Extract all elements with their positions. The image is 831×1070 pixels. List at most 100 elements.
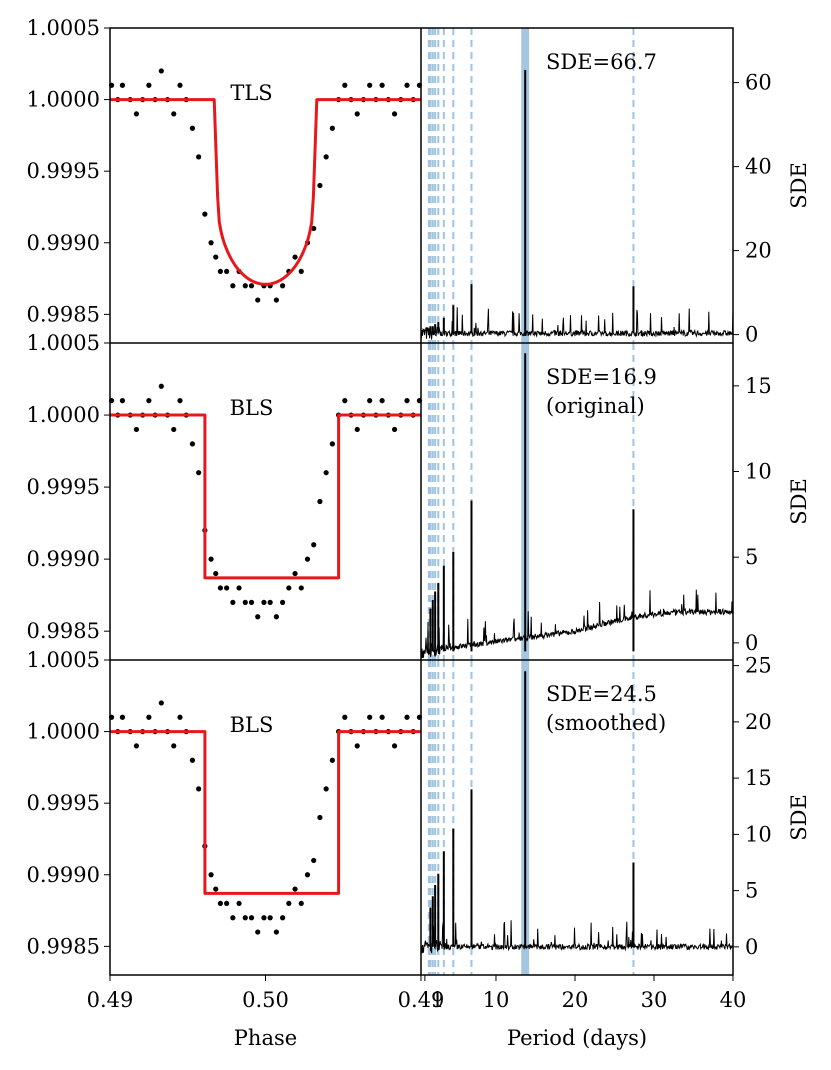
data-point xyxy=(391,111,398,117)
data-point xyxy=(133,426,140,433)
data-point xyxy=(255,297,261,303)
data-point xyxy=(146,714,152,720)
data-point xyxy=(236,585,242,591)
data-point xyxy=(317,498,323,505)
data-point xyxy=(280,283,286,289)
x-tick-label: 40 xyxy=(720,988,747,1012)
data-point xyxy=(177,398,183,404)
y-tick-label: 5 xyxy=(745,879,758,903)
data-point xyxy=(230,915,236,921)
y-tick-label: 15 xyxy=(745,374,772,398)
data-point xyxy=(242,599,248,605)
data-point xyxy=(292,886,298,892)
data-point xyxy=(304,556,311,562)
data-point xyxy=(267,915,273,921)
data-point xyxy=(342,398,348,404)
data-point xyxy=(146,398,152,404)
data-point xyxy=(286,585,292,591)
data-point xyxy=(236,900,242,907)
data-point xyxy=(273,929,279,935)
data-point xyxy=(329,125,335,131)
data-point xyxy=(242,915,248,921)
data-point xyxy=(248,599,255,605)
data-point xyxy=(404,714,410,720)
data-point xyxy=(379,398,385,404)
y-tick-label: 1.0000 xyxy=(27,403,100,427)
y-tick-label: 0 xyxy=(745,935,758,959)
y-tick-label: 0.9995 xyxy=(27,159,100,183)
y-axis-label: SDE xyxy=(787,162,811,209)
periodogram-line xyxy=(420,589,734,659)
data-point xyxy=(255,614,261,620)
data-point xyxy=(196,786,202,792)
data-point xyxy=(329,441,335,447)
data-point xyxy=(242,283,248,289)
data-point xyxy=(323,786,329,792)
data-point xyxy=(323,154,329,160)
periodogram-line xyxy=(420,307,734,341)
y-tick-label: 1.0000 xyxy=(27,88,100,112)
data-point xyxy=(158,68,164,74)
data-point xyxy=(158,383,164,389)
model-curve xyxy=(110,730,421,895)
data-point xyxy=(261,915,267,921)
sde-label: SDE=24.5 xyxy=(546,682,657,706)
method-label: BLS xyxy=(230,713,274,737)
data-point xyxy=(261,599,267,605)
y-tick-label: 1.0005 xyxy=(27,331,100,355)
x-axis-label: Phase xyxy=(234,1026,297,1050)
data-point xyxy=(255,929,261,935)
y-tick-label: 1.0005 xyxy=(27,16,100,40)
data-point xyxy=(391,426,398,433)
data-point xyxy=(171,426,177,433)
data-point xyxy=(171,111,177,117)
data-point xyxy=(342,714,348,720)
data-point xyxy=(280,915,286,921)
data-point xyxy=(208,556,214,562)
y-tick-label: 5 xyxy=(745,545,758,569)
y-tick-label: 10 xyxy=(745,822,772,846)
data-point xyxy=(189,757,196,763)
method-sublabel: (original) xyxy=(546,394,645,418)
model-curve xyxy=(110,98,421,286)
data-point xyxy=(230,283,236,289)
data-point xyxy=(217,585,224,591)
data-point xyxy=(298,585,304,591)
data-point xyxy=(133,743,140,749)
data-point xyxy=(311,857,317,864)
data-point xyxy=(298,268,304,275)
sde-label: SDE=66.7 xyxy=(546,50,657,74)
data-point xyxy=(292,254,298,260)
x-tick-label: 1 xyxy=(431,988,444,1012)
y-tick-label: 0 xyxy=(745,631,758,655)
y-tick-label: 0.9985 xyxy=(27,934,100,958)
x-axis-label: Period (days) xyxy=(507,1026,647,1050)
sde-label: SDE=16.9 xyxy=(546,365,657,389)
y-tick-label: 0.9990 xyxy=(27,863,100,887)
y-tick-label: 0.9990 xyxy=(27,231,100,255)
y-tick-label: 1.0005 xyxy=(27,648,100,672)
method-sublabel: (smoothed) xyxy=(546,711,666,735)
data-point xyxy=(224,900,230,907)
data-point xyxy=(224,585,230,591)
data-point xyxy=(354,111,360,117)
x-tick-label: 20 xyxy=(562,988,589,1012)
data-point xyxy=(171,743,177,749)
y-tick-label: 10 xyxy=(745,460,772,484)
data-point xyxy=(280,599,286,605)
y-tick-label: 40 xyxy=(745,155,772,179)
data-point xyxy=(367,714,373,720)
data-point xyxy=(119,82,126,88)
data-point xyxy=(379,714,385,720)
data-point xyxy=(230,599,236,605)
data-point xyxy=(367,398,373,404)
x-tick-label: 30 xyxy=(641,988,668,1012)
y-tick-label: 0.9995 xyxy=(27,791,100,815)
data-point xyxy=(248,915,255,921)
data-point xyxy=(267,599,273,605)
y-axis-label: SDE xyxy=(787,794,811,841)
data-point xyxy=(177,82,183,88)
data-point xyxy=(213,254,219,260)
data-point xyxy=(379,82,385,88)
